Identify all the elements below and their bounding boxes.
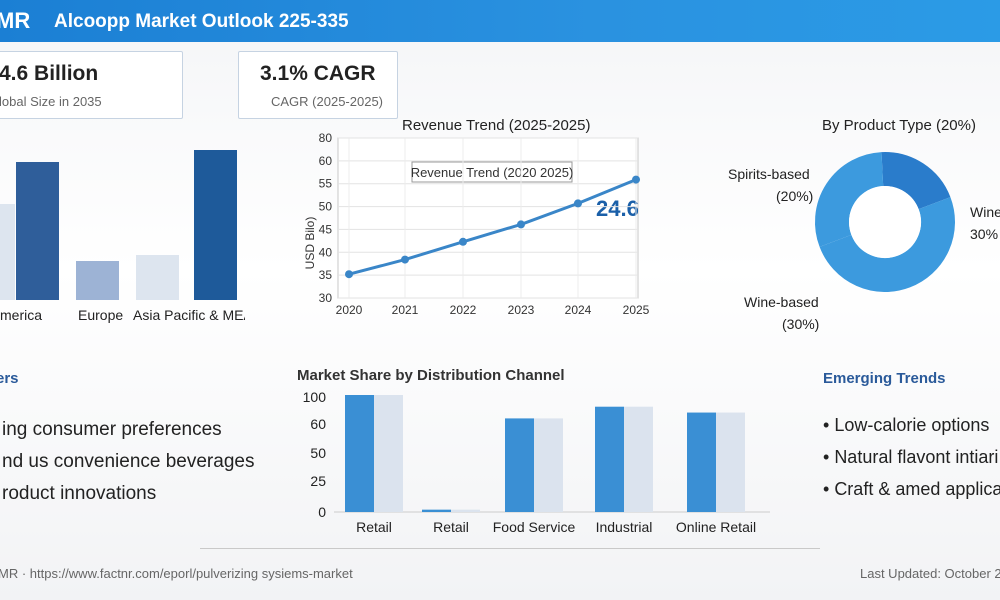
y-tick-label: 55 bbox=[319, 177, 333, 191]
kpi-card-size: 4.6 Billion lobal Size in 2035 bbox=[0, 51, 183, 119]
y-tick-label: 45 bbox=[319, 222, 333, 236]
donut-label: Spirits-based bbox=[728, 166, 810, 182]
channel-bar bbox=[422, 509, 451, 512]
x-tick-label: 2022 bbox=[450, 303, 477, 317]
x-tick-label: Retail bbox=[356, 519, 392, 535]
channel-bar bbox=[716, 412, 745, 512]
channel-bar bbox=[374, 395, 403, 512]
y-tick-label: 50 bbox=[310, 445, 326, 461]
x-tick-label: 2020 bbox=[336, 303, 363, 317]
region-bar bbox=[16, 162, 59, 300]
trend-item-text: Low-calorie options bbox=[834, 415, 990, 435]
region-bar bbox=[136, 255, 179, 300]
channel-bar-chart: 0 25 50 60 100 Retail Retail Food Service Indust… bbox=[303, 389, 770, 535]
y-tick-label: 60 bbox=[319, 154, 333, 168]
channel-bar bbox=[345, 395, 374, 512]
kpi-size-label: lobal Size in 2035 bbox=[0, 94, 102, 109]
data-point bbox=[401, 255, 409, 264]
y-tick-label: 35 bbox=[319, 268, 333, 282]
y-tick-label: 30 bbox=[319, 291, 333, 305]
region-bar bbox=[0, 204, 15, 300]
driver-item: ing consumer preferences bbox=[2, 419, 222, 440]
kpi-card-cagr: 3.1% CAGR CAGR (2025-2025) bbox=[238, 51, 398, 119]
revenue-line-chart: USD Bilo) Revenue Trend (2020 2025) 24.6… bbox=[303, 131, 650, 317]
y-axis-label: USD Bilo) bbox=[303, 217, 317, 270]
x-tick-label: 2023 bbox=[508, 303, 535, 317]
kpi-size-value: 4.6 Billion bbox=[0, 62, 99, 85]
donut-slice bbox=[815, 152, 885, 247]
data-point bbox=[459, 237, 467, 246]
driver-item: nd us convenience beverages bbox=[2, 451, 255, 472]
trend-item-text: Craft & amed applica bbox=[834, 479, 1000, 499]
region-label: Europe bbox=[78, 307, 123, 323]
data-point bbox=[632, 175, 640, 184]
donut-slice bbox=[819, 197, 955, 292]
data-point bbox=[574, 199, 582, 208]
page-title: Alcoopp Market Outlook 225-335 bbox=[54, 11, 349, 32]
footer-source: MR · https://www.factnr.com/eporl/pulver… bbox=[0, 566, 353, 581]
y-tick-label: 25 bbox=[310, 473, 326, 489]
data-point bbox=[517, 220, 525, 229]
product-type-donut: Spirits-based (20%) Wine 30% Wine-based … bbox=[728, 152, 1000, 332]
channel-bar bbox=[534, 418, 563, 512]
trend-item-text: Natural flavont intiari bbox=[834, 447, 999, 467]
channel-bar bbox=[505, 418, 534, 512]
donut-hole bbox=[849, 186, 921, 258]
y-tick-label: 50 bbox=[319, 200, 333, 214]
y-tick-label: 60 bbox=[310, 416, 326, 432]
y-tick-label: 40 bbox=[319, 245, 333, 259]
x-tick-label: 2024 bbox=[565, 303, 592, 317]
channel-bar bbox=[687, 412, 716, 512]
donut-slice bbox=[881, 152, 951, 211]
trends-title: Emerging Trends bbox=[823, 370, 946, 387]
x-tick-label: Online Retail bbox=[676, 519, 756, 535]
revenue-line bbox=[348, 178, 637, 276]
x-tick-label: 2021 bbox=[392, 303, 419, 317]
channel-bar bbox=[624, 406, 653, 512]
driver-item: roduct innovations bbox=[2, 483, 157, 504]
annotation-box bbox=[411, 161, 573, 183]
channel-chart-title: Market Share by Distribution Channel bbox=[297, 367, 565, 384]
x-tick-label: Industrial bbox=[596, 519, 653, 535]
drivers-title: ers bbox=[0, 370, 19, 387]
x-tick-label: Food Service bbox=[493, 519, 576, 535]
footer-updated: Last Updated: October 2 bbox=[860, 566, 1000, 581]
y-tick-label: 80 bbox=[319, 131, 333, 145]
y-tick-label: 0 bbox=[318, 504, 326, 520]
region-label: merica bbox=[0, 307, 42, 323]
line-annotation: Revenue Trend (2020 2025) bbox=[411, 165, 574, 180]
trend-item: • Low-calorie options bbox=[823, 415, 990, 435]
region-bar-chart: merica Europe Asia Pacific & MEA bbox=[0, 150, 245, 323]
plot-area bbox=[337, 137, 639, 299]
y-tick-label: 100 bbox=[303, 389, 327, 405]
region-bar bbox=[194, 150, 237, 300]
trend-item: • Natural flavont intiari bbox=[823, 447, 999, 467]
trend-item: • Craft & amed applica bbox=[823, 479, 1000, 500]
donut-value: 30% bbox=[970, 226, 998, 242]
donut-chart-title: By Product Type (20%) bbox=[822, 117, 976, 134]
region-bar bbox=[76, 261, 119, 300]
x-tick-label: Retail bbox=[433, 519, 469, 535]
donut-value: (20%) bbox=[776, 188, 813, 204]
header-bar: MR Alcoopp Market Outlook 225-335 bbox=[0, 0, 1000, 42]
brand-logo: MR bbox=[0, 8, 31, 33]
donut-label: Wine bbox=[970, 204, 1000, 220]
x-tick-label: 2025 bbox=[623, 303, 650, 317]
region-label: Asia Pacific & MEA bbox=[133, 307, 245, 323]
donut-value: (30%) bbox=[782, 316, 819, 332]
kpi-cagr-value: 3.1% CAGR bbox=[260, 62, 376, 85]
donut-label: Wine-based bbox=[744, 294, 819, 310]
value-callout: 24.6 bbox=[596, 196, 639, 221]
line-chart-title: Revenue Trend (2025-2025) bbox=[402, 117, 591, 134]
data-point bbox=[345, 270, 353, 279]
kpi-cagr-label: CAGR (2025-2025) bbox=[271, 94, 383, 109]
channel-bar bbox=[451, 509, 480, 512]
channel-bar bbox=[595, 406, 624, 512]
footer-divider bbox=[200, 548, 820, 549]
